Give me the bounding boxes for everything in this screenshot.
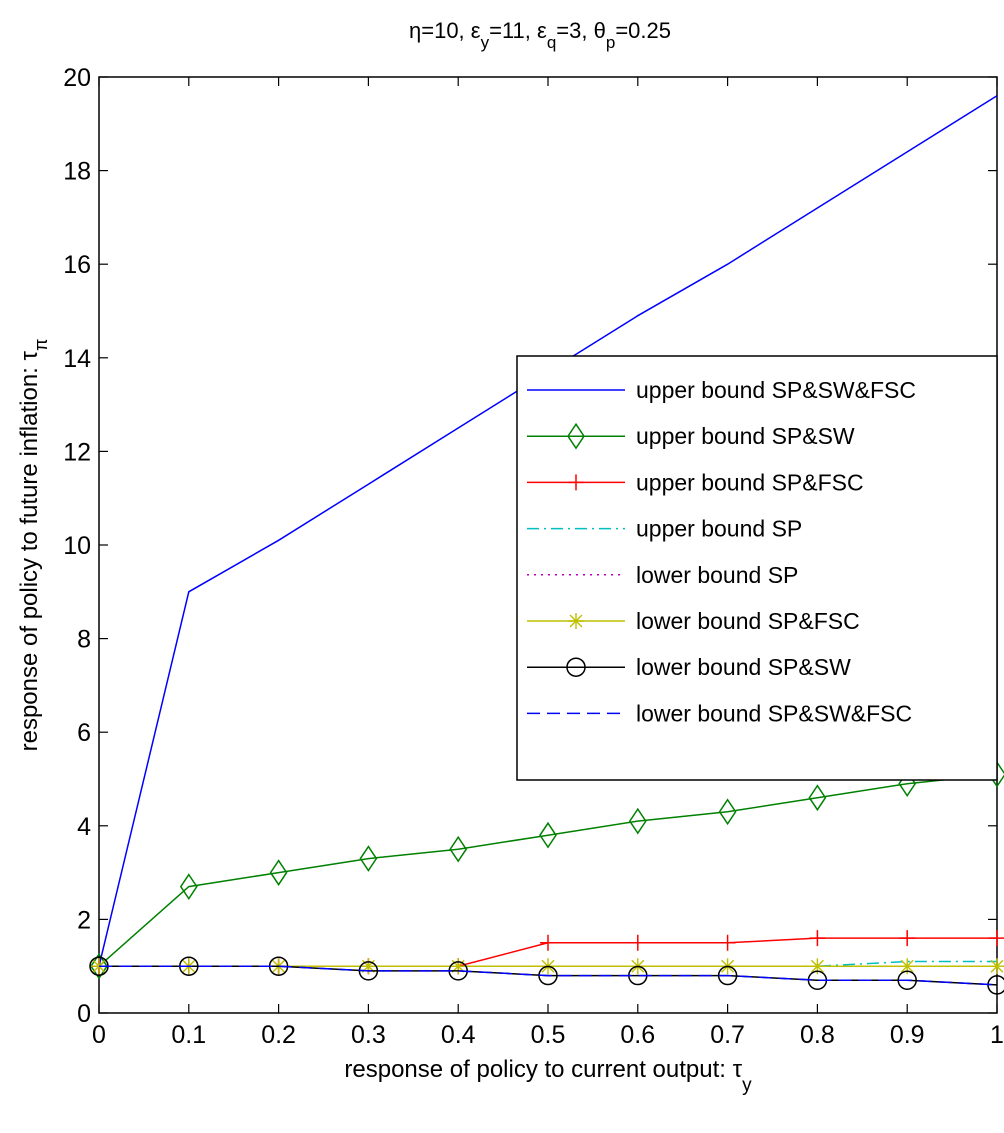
star-marker	[450, 958, 467, 975]
legend-item: upper bound SP&SW	[527, 422, 855, 450]
diamond-marker	[539, 821, 557, 849]
plus-marker	[809, 930, 826, 947]
diamond-marker	[269, 859, 288, 886]
plus-marker	[989, 930, 1004, 947]
legend-item: lower bound SP&SW	[527, 654, 851, 680]
y-tick-label: 10	[63, 532, 91, 560]
chart-title: η=10, εy=11, εq=3, θp=0.25	[409, 18, 671, 52]
legend-label: upper bound SP	[636, 516, 802, 542]
y-tick-label: 8	[77, 626, 91, 654]
series-upper-bound-sp-sw	[90, 760, 1004, 980]
legend-item: lower bound SP&SW&FSC	[527, 700, 912, 726]
legend-label: upper bound SP&SW&FSC	[636, 377, 916, 403]
diamond-marker	[718, 798, 737, 826]
legend-item: upper bound SP&SW&FSC	[527, 377, 916, 403]
x-tick-label: 0.7	[710, 1021, 745, 1049]
diamond-marker	[359, 845, 378, 872]
star-marker	[809, 958, 826, 975]
plus-marker	[899, 930, 916, 947]
circle-marker	[566, 657, 586, 677]
legend-item: upper bound SP&FSC	[527, 469, 864, 495]
series-line	[99, 965, 998, 986]
x-tick-label: 0.5	[531, 1021, 566, 1049]
star-marker	[568, 613, 584, 629]
title-eps-y-subscript: y	[481, 33, 490, 52]
legend-label: lower bound SP	[636, 562, 798, 588]
diamond-marker	[449, 835, 468, 863]
y-tick-label: 16	[63, 251, 91, 279]
x-tick-label: 0.9	[890, 1021, 925, 1049]
legend-label: lower bound SP&SW	[636, 654, 851, 680]
title-theta-value: =0.25	[615, 18, 671, 43]
plus-marker	[719, 934, 736, 951]
legend-label: upper bound SP&SW	[636, 423, 855, 449]
x-axis-label: response of policy to current output: τy	[344, 1056, 752, 1096]
x-axis-label-main: response of policy to current output: τ	[344, 1056, 742, 1083]
plus-marker	[540, 934, 556, 951]
title-theta-symbol: θ	[594, 18, 606, 43]
title-eps-y-symbol: ε	[471, 18, 481, 43]
y-axis-label-subscript: π	[31, 339, 51, 351]
y-tick-label: 0	[77, 1000, 91, 1028]
diamond-marker	[179, 873, 198, 900]
legend-item: lower bound SP&FSC	[527, 608, 860, 634]
legend-items: upper bound SP&SW&FSC upper bound SP&SW up…	[527, 377, 916, 726]
x-tick-label: 0.3	[351, 1021, 386, 1049]
plus-marker	[629, 934, 646, 951]
series-line	[98, 773, 998, 967]
title-eta: η=10,	[409, 18, 471, 43]
diamond-marker	[628, 807, 647, 835]
title-eps-y-value: =11,	[489, 18, 537, 43]
star-marker	[989, 958, 1004, 975]
legend-label: upper bound SP&FSC	[636, 469, 864, 495]
axis-tick-labels: 0 0.1 0.2 0.3 0.4 0.5 0.6 0.7 0.8 0.9 102468101214…	[63, 64, 1004, 1049]
circle-marker	[897, 970, 917, 990]
title-theta-subscript: p	[606, 33, 615, 52]
diamond-marker	[90, 952, 108, 980]
y-tick-label: 4	[77, 813, 91, 841]
y-tick-label: 2	[77, 906, 91, 934]
x-tick-label: 0.1	[171, 1021, 206, 1049]
y-axis-label-main: response of policy to future inflation: …	[16, 351, 43, 752]
diamond-marker	[567, 422, 585, 450]
legend-item: lower bound SP	[527, 562, 798, 588]
x-tick-label: 0.2	[261, 1021, 296, 1049]
y-tick-label: 12	[63, 438, 91, 466]
star-marker	[899, 958, 916, 975]
y-tick-label: 18	[63, 158, 91, 186]
legend-label: lower bound SP&SW&FSC	[636, 700, 912, 726]
y-tick-label: 14	[63, 345, 91, 373]
title-eps-q-symbol: ε	[537, 18, 547, 43]
plus-marker	[568, 474, 584, 491]
legend-box	[516, 355, 998, 781]
x-tick-label: 1	[990, 1021, 1004, 1049]
x-tick-label: 0.6	[620, 1021, 655, 1049]
legend: upper bound SP&SW&FSC upper bound SP&SW up…	[516, 355, 998, 781]
title-eps-q-subscript: q	[547, 33, 556, 52]
x-axis-label-subscript: y	[742, 1075, 752, 1096]
x-tick-label: 0.4	[441, 1021, 476, 1049]
star-marker	[360, 958, 377, 975]
series-lower-bound-sp-sw-fsc	[99, 965, 998, 986]
x-tick-label: 0.8	[800, 1021, 835, 1049]
title-eps-q-value: =3,	[556, 18, 593, 43]
diamond-marker	[808, 784, 827, 812]
circle-marker	[717, 965, 738, 986]
x-tick-label: 0	[92, 1021, 106, 1049]
y-tick-label: 6	[77, 719, 91, 747]
legend-item: upper bound SP	[527, 516, 802, 542]
y-tick-label: 20	[63, 64, 91, 92]
legend-label: lower bound SP&FSC	[636, 608, 860, 634]
y-axis-label: response of policy to future inflation: …	[16, 339, 51, 752]
